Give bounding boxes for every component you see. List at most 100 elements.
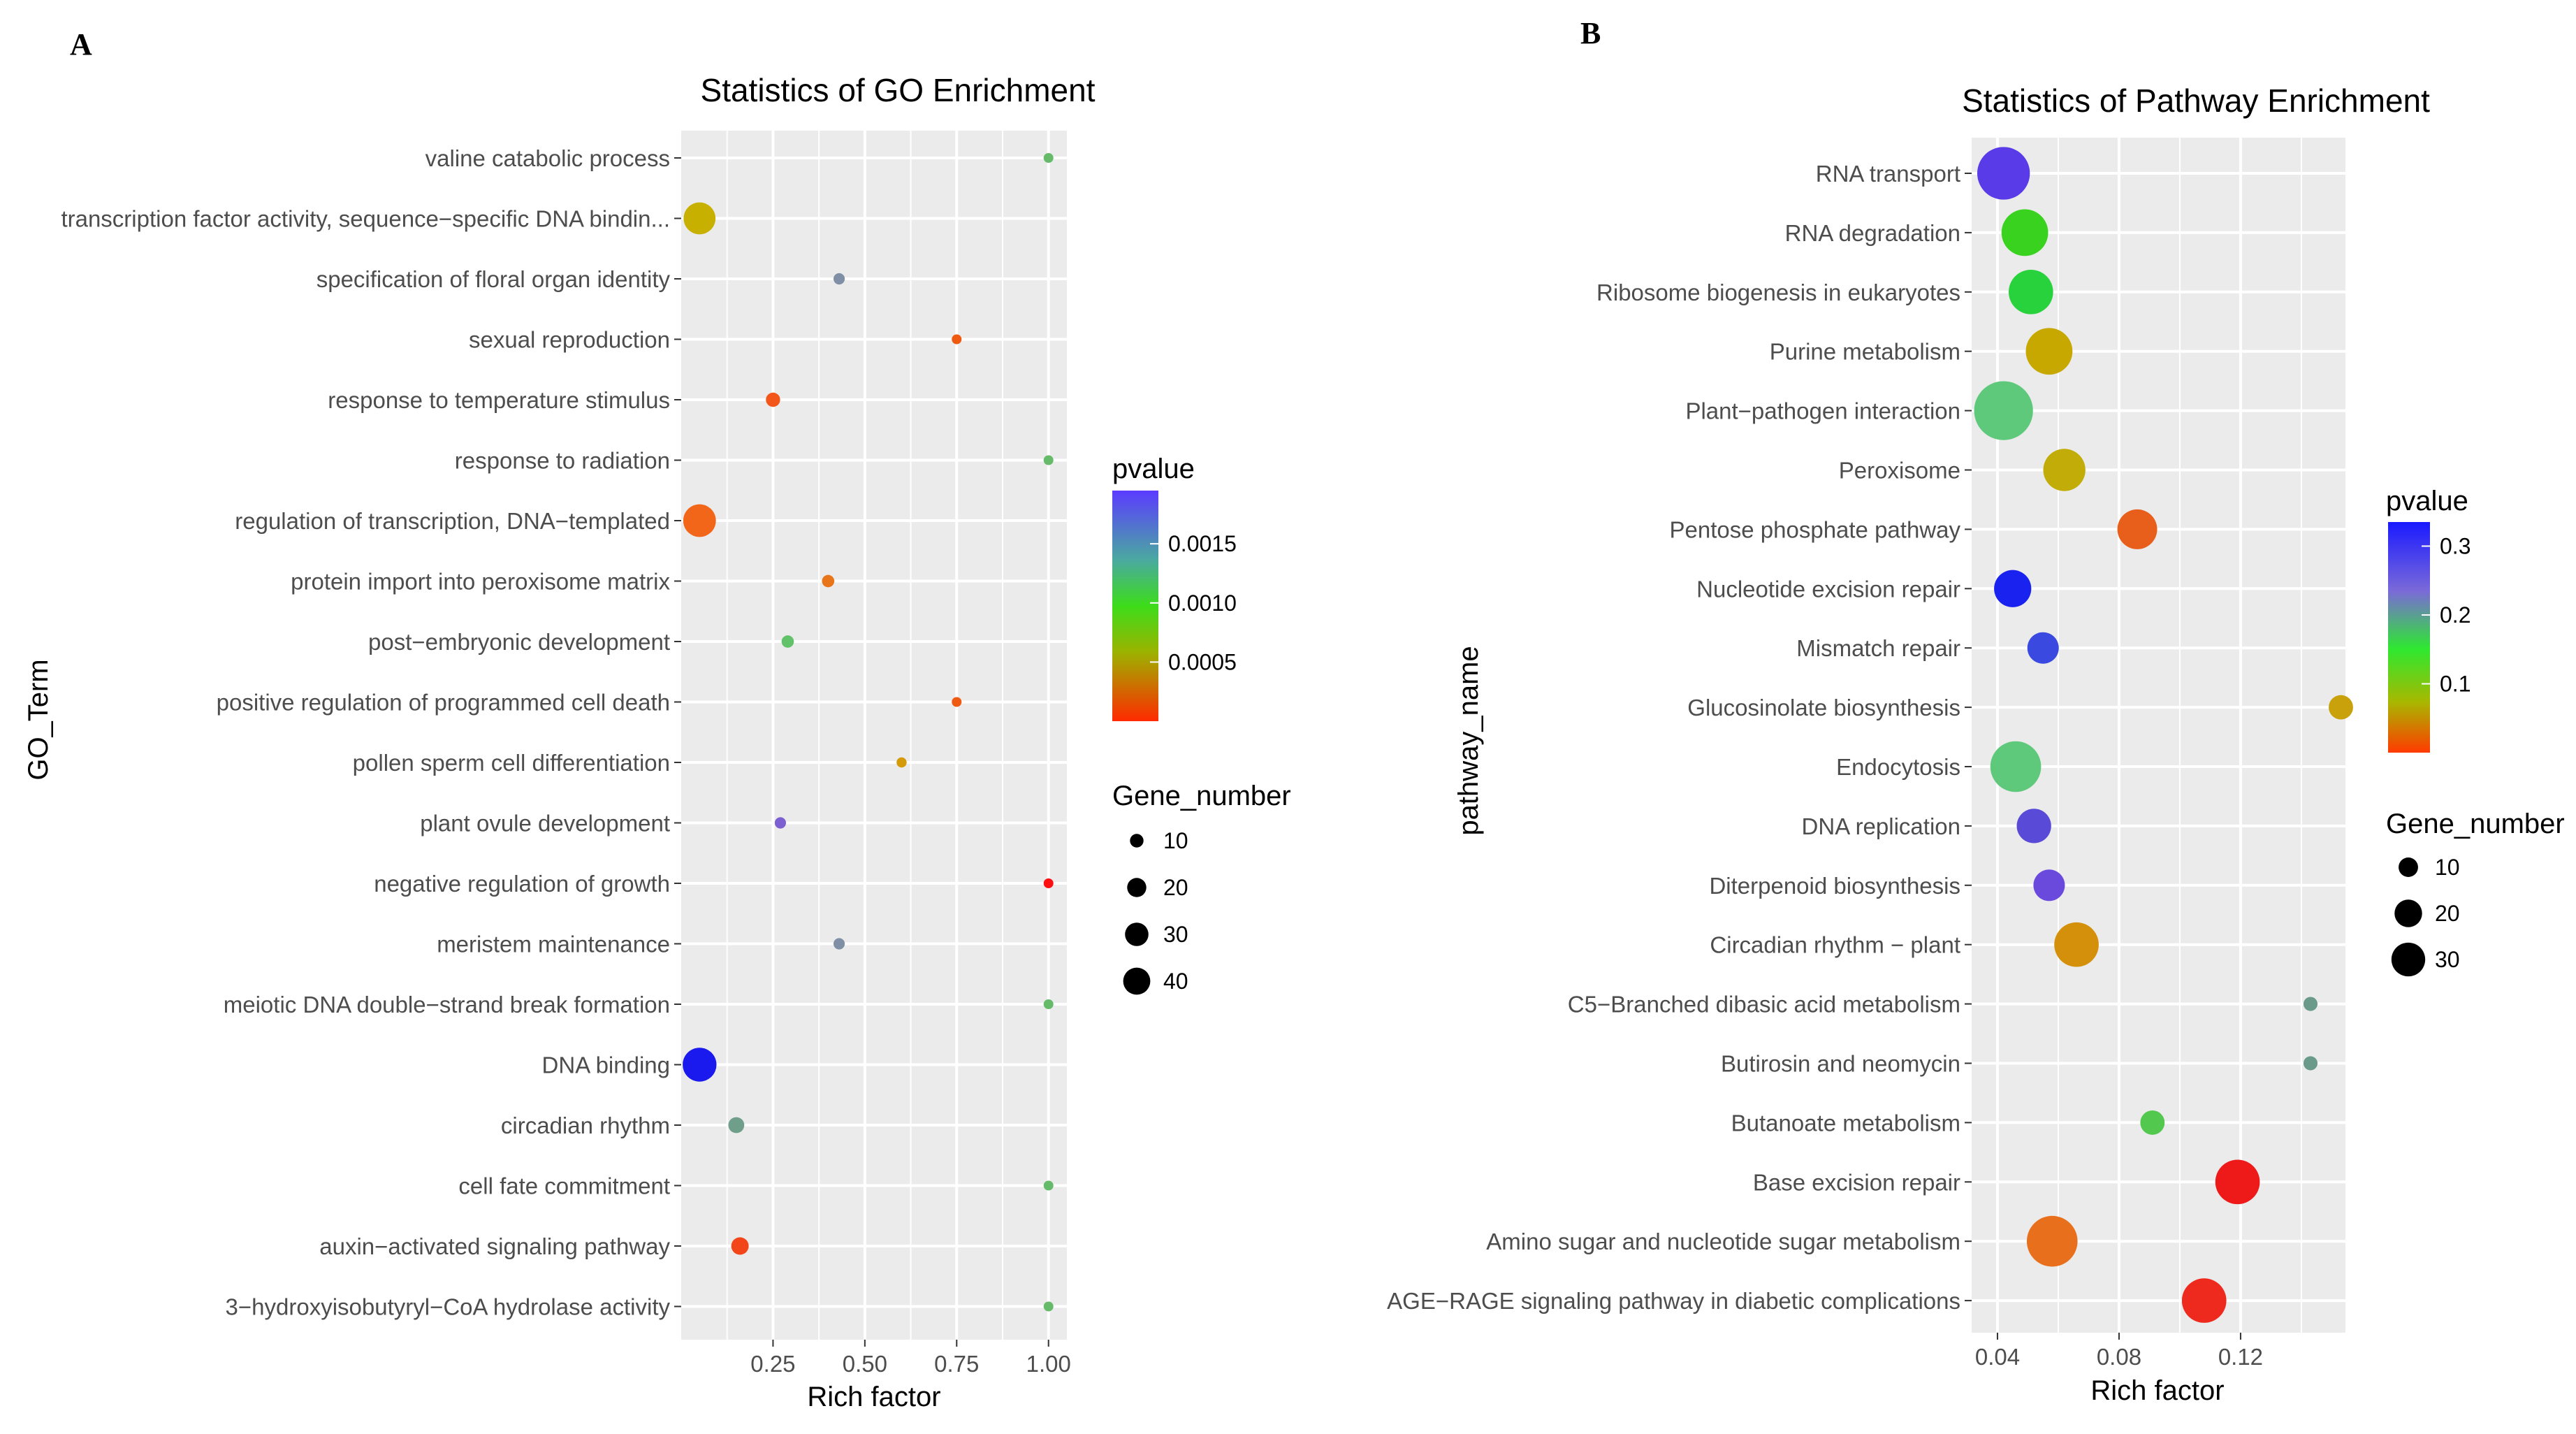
x-tick-label: 0.04: [1975, 1344, 2020, 1370]
category-label: response to radiation: [455, 448, 670, 474]
data-point: [1977, 147, 2030, 200]
x-tick-label: 0.08: [2097, 1344, 2141, 1370]
category-label: protein import into peroxisome matrix: [291, 569, 670, 595]
data-point: [683, 504, 716, 537]
category-label: Circadian rhythm − plant: [1710, 932, 1960, 958]
data-point: [1974, 381, 2033, 440]
size-legend-label: 30: [2435, 947, 2460, 972]
data-point: [833, 273, 845, 285]
panel-a-letter: A: [70, 27, 92, 61]
data-point: [2303, 1056, 2318, 1071]
panel-b-category-labels: RNA transport RNA degradation Ribosome bio…: [1387, 161, 1972, 1314]
category-label: Nucleotide excision repair: [1696, 576, 1960, 602]
panel-b-pvalue-legend-title: pvalue: [2386, 486, 2468, 516]
data-point: [683, 202, 716, 235]
data-point: [1043, 1180, 1054, 1191]
panel-b-x-axis-label: Rich factor: [2090, 1375, 2224, 1406]
colorbar-tick-label: 0.0015: [1168, 531, 1237, 556]
category-label: DNA binding: [542, 1052, 670, 1078]
data-point: [774, 817, 787, 829]
panel-a-pvalue-legend-title: pvalue: [1112, 454, 1195, 484]
colorbar-tick-label: 0.3: [2440, 533, 2471, 558]
panel-b-gene-number-legend: 10 20 30: [2391, 855, 2460, 977]
data-point: [2303, 997, 2318, 1011]
category-label: valine catabolic process: [425, 145, 670, 171]
category-label: post−embryonic development: [368, 629, 670, 655]
category-label: plant ovule development: [420, 811, 670, 836]
category-label: cell fate commitment: [458, 1173, 670, 1199]
data-point: [683, 1048, 717, 1082]
data-point: [896, 757, 907, 768]
panel-b-y-axis-label: pathway_name: [1453, 646, 1484, 835]
x-tick-label: 0.12: [2218, 1344, 2263, 1370]
category-label: RNA transport: [1816, 161, 1960, 187]
category-label: Diterpenoid biosynthesis: [1709, 873, 1960, 899]
panel-a-gene-number-legend-title: Gene_number: [1112, 781, 1291, 811]
data-point: [2181, 1278, 2227, 1323]
data-point: [1043, 1301, 1054, 1312]
panel-a-category-labels: valine catabolic process transcription fa…: [61, 145, 681, 1320]
category-label: Base excision repair: [1753, 1169, 1960, 1195]
x-tick-label: 1.00: [1026, 1351, 1071, 1377]
colorbar-tick-label: 0.0005: [1168, 649, 1237, 674]
size-legend-dot: [2391, 942, 2426, 977]
panel-b-x-ticks: 0.04 0.08 0.12: [1975, 1333, 2263, 1370]
category-label: negative regulation of growth: [374, 871, 670, 897]
panel-a-pvalue-legend-ticks: 0.0015 0.0010 0.0005: [1150, 531, 1237, 674]
size-legend-label: 20: [1163, 875, 1188, 900]
data-point: [2215, 1159, 2260, 1205]
data-point: [2001, 209, 2049, 256]
panel-b-pvalue-colorbar: [2388, 522, 2430, 753]
size-legend-dot: [1127, 878, 1147, 897]
panel-a-title: Statistics of GO Enrichment: [701, 72, 1096, 108]
panel-b: B Statistics of Pathway Enrichment RNA t…: [1387, 16, 2565, 1406]
size-legend-label: 30: [1163, 922, 1188, 947]
category-label: C5−Branched dibasic acid metabolism: [1568, 992, 1960, 1017]
category-label: sexual reproduction: [469, 327, 670, 353]
category-label: meristem maintenance: [437, 932, 670, 957]
size-legend-dot: [1130, 834, 1144, 848]
data-point: [2329, 695, 2353, 720]
data-point: [731, 1237, 749, 1255]
data-point: [766, 392, 780, 407]
category-label: Ribosome biogenesis in eukaryotes: [1596, 280, 1960, 305]
x-tick-label: 0.75: [934, 1351, 979, 1377]
data-point: [2117, 509, 2157, 549]
data-point: [822, 574, 835, 588]
data-point: [2025, 328, 2073, 375]
category-label: Purine metabolism: [1770, 339, 1960, 365]
data-point: [952, 334, 962, 345]
size-legend-dot: [2399, 857, 2418, 877]
data-point: [833, 938, 845, 950]
data-point: [1043, 999, 1054, 1009]
size-legend-label: 10: [2435, 855, 2460, 880]
size-legend-label: 20: [2435, 901, 2460, 926]
category-label: Glucosinolate biosynthesis: [1687, 695, 1960, 720]
data-point: [1994, 570, 2032, 607]
colorbar-tick-label: 0.0010: [1168, 591, 1237, 616]
data-point: [1043, 455, 1054, 465]
category-label: specification of floral organ identity: [316, 266, 671, 292]
category-label: Pentose phosphate pathway: [1670, 516, 1961, 542]
category-label: auxin−activated signaling pathway: [319, 1233, 670, 1259]
category-label: pollen sperm cell differentiation: [353, 750, 670, 776]
panel-a-gene-number-legend: 10 20 30 40: [1123, 828, 1188, 995]
data-point: [2027, 632, 2059, 664]
category-label: Plant−pathogen interaction: [1685, 398, 1960, 424]
category-label: RNA degradation: [1785, 220, 1960, 246]
data-point: [2054, 922, 2099, 967]
data-point: [2140, 1110, 2165, 1135]
category-label: AGE−RAGE signaling pathway in diabetic c…: [1387, 1288, 1960, 1314]
panel-a-x-axis-label: Rich factor: [807, 1382, 940, 1412]
category-label: regulation of transcription, DNA−templat…: [235, 508, 670, 534]
data-point: [1990, 741, 2042, 792]
data-point: [2026, 1215, 2078, 1267]
panel-a-y-axis-label: GO_Term: [23, 659, 54, 780]
x-tick-label: 0.50: [843, 1351, 887, 1377]
data-point: [952, 697, 962, 707]
size-legend-dot: [1123, 967, 1151, 995]
colorbar-tick-label: 0.2: [2440, 602, 2471, 628]
panel-b-pvalue-legend-ticks: 0.3 0.2 0.1: [2422, 533, 2471, 696]
panel-a-plot-area: [681, 131, 1067, 1340]
